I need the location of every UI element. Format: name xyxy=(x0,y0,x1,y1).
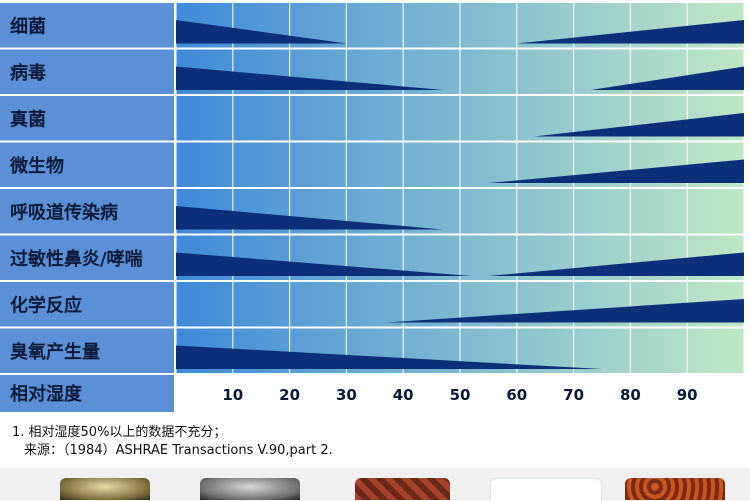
wedge-increasing xyxy=(533,113,744,137)
wedge-increasing xyxy=(590,66,744,90)
row-label: 真菌 xyxy=(10,108,46,130)
mite-photo xyxy=(625,478,725,500)
virus-photo xyxy=(200,478,300,500)
wedge-decreasing xyxy=(176,66,443,90)
photo-strip xyxy=(0,468,750,501)
x-tick-label: 90 xyxy=(677,386,698,404)
x-tick-label: 60 xyxy=(506,386,527,404)
row-label: 病毒 xyxy=(10,62,46,84)
x-tick-label: 40 xyxy=(393,386,414,404)
wedge-decreasing xyxy=(176,345,602,369)
x-tick-label: 10 xyxy=(222,386,243,404)
microbe-photo xyxy=(490,478,602,501)
wedge-increasing xyxy=(488,252,744,276)
footnote-1: 1. 相对湿度50%以上的数据不充分； xyxy=(12,425,227,440)
x-tick-label: 20 xyxy=(279,386,300,404)
row-label: 臭氧产生量 xyxy=(10,341,100,363)
wedge-decreasing xyxy=(176,206,443,230)
x-axis-label: 相对湿度 xyxy=(10,383,83,405)
wedge-decreasing xyxy=(176,20,347,44)
row-label: 细菌 xyxy=(10,15,46,37)
row-label: 过敏性鼻炎/哮喘 xyxy=(10,248,143,270)
wedge-increasing xyxy=(516,20,744,44)
footnote-source: 来源：（1984）ASHRAE Transactions V.90,part 2… xyxy=(24,443,333,458)
fungi-photo xyxy=(355,478,450,500)
x-tick-label: 50 xyxy=(450,386,471,404)
bacteria-photo xyxy=(60,478,150,500)
row-label: 呼吸道传染病 xyxy=(10,201,118,223)
row-label: 化学反应 xyxy=(10,294,82,316)
x-tick-label: 80 xyxy=(620,386,641,404)
x-tick-label: 30 xyxy=(336,386,357,404)
x-tick-label: 70 xyxy=(563,386,584,404)
wedge-increasing xyxy=(386,299,744,323)
wedge-decreasing xyxy=(176,252,472,276)
footnotes: 1. 相对湿度50%以上的数据不充分； 来源：（1984）ASHRAE Tran… xyxy=(12,424,333,460)
row-label: 微生物 xyxy=(9,155,64,177)
label-column xyxy=(0,2,174,412)
wedge-increasing xyxy=(488,159,744,183)
